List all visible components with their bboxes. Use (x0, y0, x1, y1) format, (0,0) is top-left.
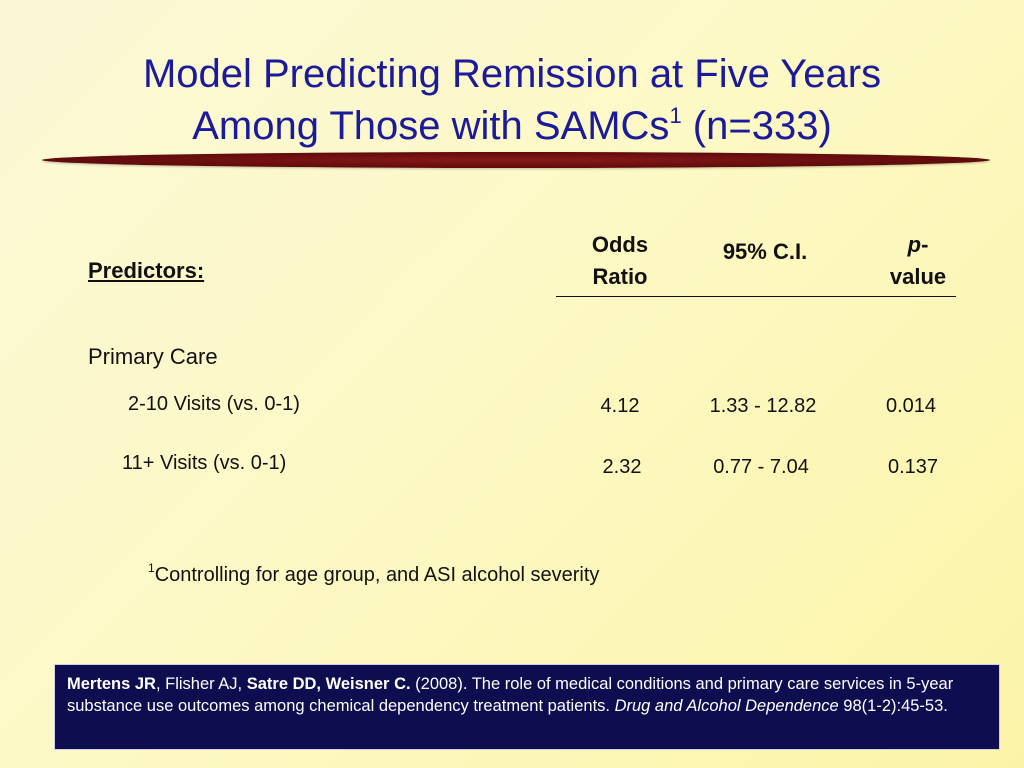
header-rule (556, 296, 956, 297)
citation-journal: Drug and Alcohol Dependence (614, 697, 839, 715)
slide-title: Model Predicting Remission at Five Years… (0, 48, 1024, 152)
citation-box: Mertens JR, Flisher AJ, Satre DD, Weisne… (54, 664, 1000, 750)
row-label: 11+ Visits (vs. 0-1) (122, 452, 287, 474)
ci-cell: 1.33 - 12.82 (709, 395, 817, 417)
header-ci: 95% C.I. (722, 239, 808, 264)
title-superscript: 1 (669, 103, 682, 128)
header-ratio: Ratio (592, 264, 648, 289)
ci-cell: 0.77 - 7.04 (713, 456, 809, 478)
odds-ratio-cell: 4.12 (600, 395, 640, 417)
title-divider (42, 152, 990, 168)
title-line-2-suffix: (n=333) (681, 104, 832, 148)
header-odds: Odds (591, 232, 649, 257)
header-p-value: p- value (870, 229, 966, 293)
citation-separator: , Flisher AJ, (155, 675, 247, 693)
row-label: 2-10 Visits (vs. 0-1) (128, 393, 300, 415)
group-label-primary-care: Primary Care (88, 344, 218, 369)
citation-volume: 98(1-2):45-53. (838, 697, 948, 715)
footnote-text: Controlling for age group, and ASI alcoh… (154, 564, 600, 586)
p-value-cell: 0.014 (885, 395, 937, 417)
header-odds-ratio: Odds Ratio (570, 229, 670, 293)
predictors-label: Predictors: (88, 258, 205, 283)
header-p: p- (870, 229, 966, 261)
header-p-dash: - (921, 232, 929, 257)
header-value: value (889, 264, 947, 289)
citation-author-1: Mertens JR (67, 675, 156, 693)
footnote: 1Controlling for age group, and ASI alco… (148, 561, 600, 587)
header-p-italic: p (907, 232, 922, 257)
odds-ratio-cell: 2.32 (602, 456, 642, 478)
title-line-2-text: Among Those with SAMCs (192, 104, 670, 148)
title-line-2: Among Those with SAMCs1 (n=333) (0, 100, 1024, 152)
title-line-1: Model Predicting Remission at Five Years (142, 52, 882, 96)
footnote-marker: 1 (148, 561, 155, 575)
p-value-cell: 0.137 (887, 456, 939, 478)
citation-authors-2: Satre DD, Weisner C. (246, 675, 411, 693)
citation-text: (2008). The role of medical conditions a… (67, 675, 954, 715)
